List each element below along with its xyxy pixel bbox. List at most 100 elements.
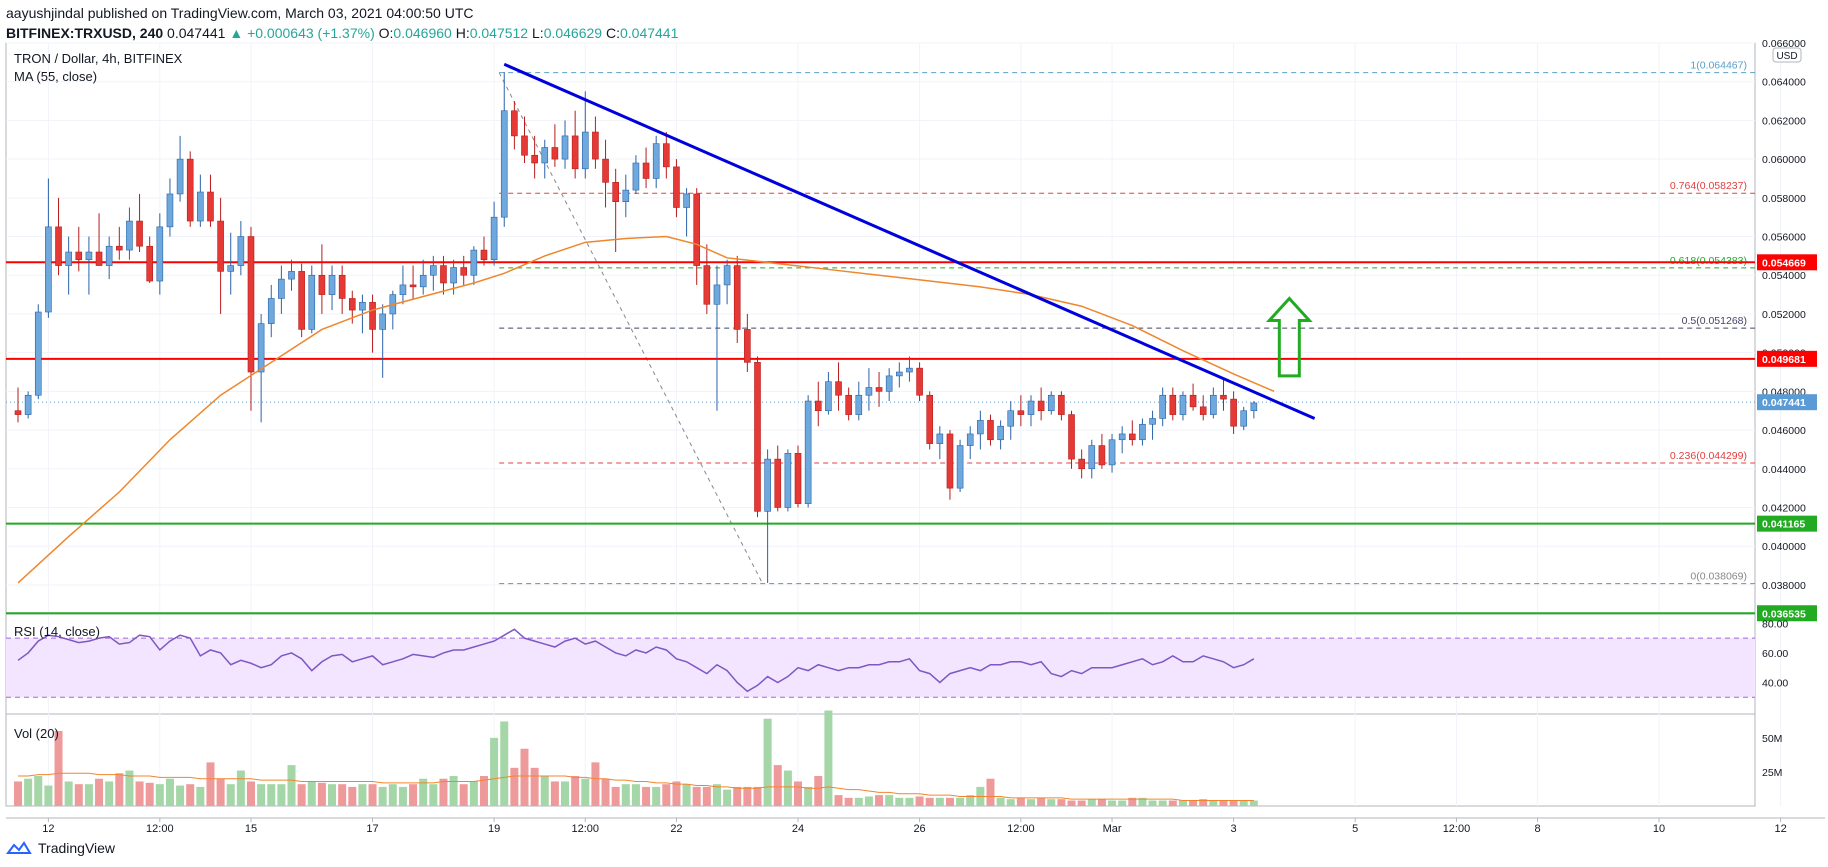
x-tick-label: 12:00 — [146, 823, 174, 835]
price-tick-label: 0.056000 — [1762, 232, 1806, 244]
candle-body — [723, 265, 731, 286]
open-label: O: — [378, 25, 394, 41]
volume-bar — [1067, 800, 1076, 806]
volume-bar — [986, 778, 995, 806]
candle-body — [1210, 394, 1217, 415]
candle-body — [946, 433, 954, 489]
level-price-tag — [1757, 515, 1817, 532]
volume-bar — [125, 770, 134, 806]
volume-bar — [621, 784, 630, 806]
volume-bar — [378, 786, 387, 806]
rsi-band — [6, 638, 1755, 698]
volume-bar — [469, 781, 478, 806]
candle-body — [1017, 410, 1025, 415]
volume-bar — [885, 795, 894, 806]
level-price-label: 0.054669 — [1762, 257, 1806, 269]
candle-body — [1047, 394, 1055, 412]
volume-bar — [307, 781, 316, 806]
candle-body — [521, 135, 528, 156]
price-tick-label: 0.064000 — [1762, 77, 1806, 89]
x-tick-label: 3 — [1231, 823, 1237, 835]
volume-bar — [84, 784, 93, 806]
low-value: 0.046629 — [543, 25, 603, 41]
candle-body — [338, 274, 346, 299]
candle-body — [237, 236, 245, 266]
candle-body — [733, 265, 741, 330]
x-tick-label: 19 — [488, 823, 500, 835]
volume-bar — [996, 797, 1005, 806]
candle-body — [14, 410, 22, 415]
volume-bar — [135, 781, 144, 806]
volume-bar — [1047, 799, 1056, 806]
price-tick-label: 0.038000 — [1762, 580, 1806, 592]
candle-body — [1159, 394, 1166, 419]
x-tick-label: 24 — [792, 823, 804, 835]
level-price-tag — [1757, 605, 1817, 622]
candle-body — [399, 284, 407, 295]
volume-bar — [966, 795, 975, 806]
candle-body — [987, 420, 994, 441]
candle-body — [75, 251, 83, 261]
candle-body — [713, 284, 721, 305]
volume-bar — [1148, 800, 1157, 806]
volume-bar — [358, 784, 367, 806]
candle-body — [551, 147, 559, 160]
volume-bar — [561, 781, 570, 806]
x-tick-label: 22 — [670, 823, 682, 835]
candle-body — [1139, 423, 1146, 441]
x-tick-label: Mar — [1103, 823, 1122, 835]
volume-bar — [277, 784, 286, 806]
candle-body — [207, 191, 214, 222]
candle-body — [1189, 394, 1197, 408]
last-price-tag — [1757, 394, 1817, 411]
volume-bar — [115, 773, 124, 806]
x-tick-label: 12:00 — [1443, 823, 1471, 835]
fib-level-label: 0.5(0.051268) — [1682, 315, 1747, 327]
candle-body — [24, 394, 32, 415]
candle-body — [845, 394, 852, 415]
volume-bar — [1158, 800, 1167, 806]
candle-body — [166, 193, 174, 228]
candle-body — [34, 311, 42, 396]
candle-body — [257, 323, 265, 373]
volume-bar — [419, 778, 428, 806]
volume-bar — [864, 796, 873, 806]
volume-bar — [743, 786, 752, 806]
candle-body — [977, 420, 984, 435]
volume-bar — [794, 781, 803, 806]
x-tick-label: 12:00 — [572, 823, 600, 835]
candle-body — [936, 433, 944, 444]
volume-bar — [206, 762, 215, 806]
volume-bar — [449, 776, 458, 806]
level-price-label: 0.041165 — [1762, 519, 1805, 531]
candle-body — [673, 166, 680, 208]
candle-body — [1088, 445, 1096, 470]
candle-body — [45, 226, 52, 313]
candle-body — [156, 226, 164, 282]
volume-bar — [854, 797, 863, 806]
price-tick-label: 0.040000 — [1762, 541, 1806, 553]
high-value: 0.047512 — [469, 25, 529, 41]
volume-bar — [1128, 797, 1137, 806]
volume-bar — [1199, 799, 1208, 806]
volume-bar — [925, 797, 934, 806]
price-tick-label: 0.046000 — [1762, 425, 1806, 437]
x-tick-label: 15 — [245, 823, 257, 835]
volume-tick-label: 50M — [1762, 733, 1782, 745]
fib-level-label: 0.764(0.058237) — [1670, 180, 1747, 192]
volume-bar — [723, 789, 732, 806]
volume-bar — [439, 778, 448, 806]
x-tick-label: 8 — [1534, 823, 1540, 835]
candle-body — [1098, 445, 1106, 466]
volume-bar — [246, 781, 255, 806]
footer: TradingView — [6, 840, 115, 856]
volume-bar — [591, 762, 600, 806]
volume-bar — [1077, 800, 1086, 806]
volume-bar — [14, 781, 22, 806]
volume-bar — [34, 776, 43, 806]
candle-body — [632, 162, 640, 191]
price-tick-label: 0.044000 — [1762, 464, 1806, 476]
candle-body — [460, 267, 468, 276]
symbol-label: BITFINEX:TRXUSD, 240 — [6, 25, 164, 41]
